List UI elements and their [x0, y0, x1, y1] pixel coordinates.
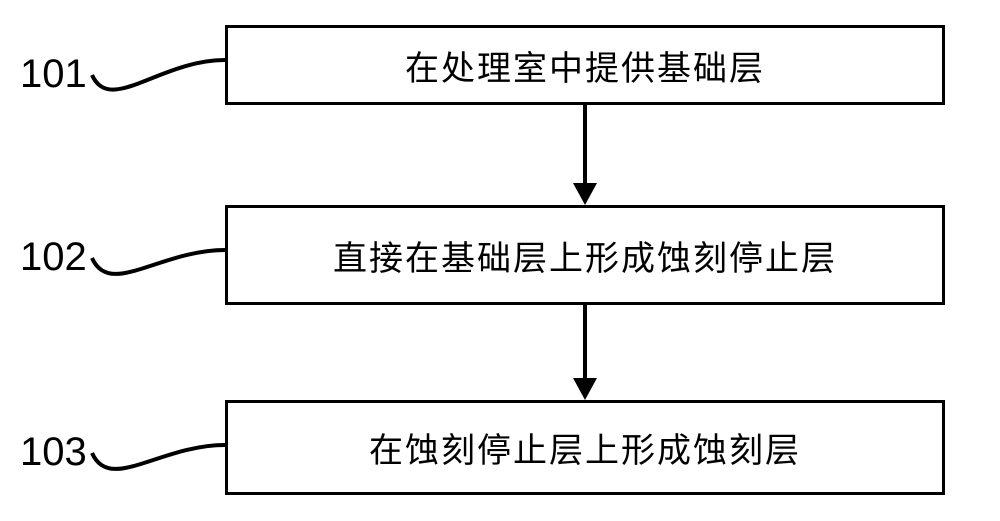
step-box-101: 在处理室中提供基础层 [225, 25, 945, 105]
arrow-head-2 [573, 378, 597, 400]
step-box-102: 直接在基础层上形成蚀刻停止层 [225, 205, 945, 305]
callout-101 [92, 60, 225, 90]
step-label-103-text: 103 [20, 430, 87, 474]
flowchart-canvas: 101 在处理室中提供基础层 102 直接在基础层上形成蚀刻停止层 103 在蚀… [0, 0, 1000, 521]
step-label-101: 101 [20, 52, 87, 97]
arrow-head-1 [573, 183, 597, 205]
step-label-102-text: 102 [20, 235, 87, 279]
step-label-102: 102 [20, 235, 87, 280]
step-text-102: 直接在基础层上形成蚀刻停止层 [333, 231, 837, 280]
step-label-103: 103 [20, 430, 87, 475]
step-box-103: 在蚀刻停止层上形成蚀刻层 [225, 400, 945, 495]
callout-102 [92, 250, 225, 274]
step-label-101-text: 101 [20, 52, 87, 96]
step-text-101: 在处理室中提供基础层 [405, 41, 765, 90]
callout-103 [92, 445, 225, 469]
step-text-103: 在蚀刻停止层上形成蚀刻层 [369, 423, 801, 472]
